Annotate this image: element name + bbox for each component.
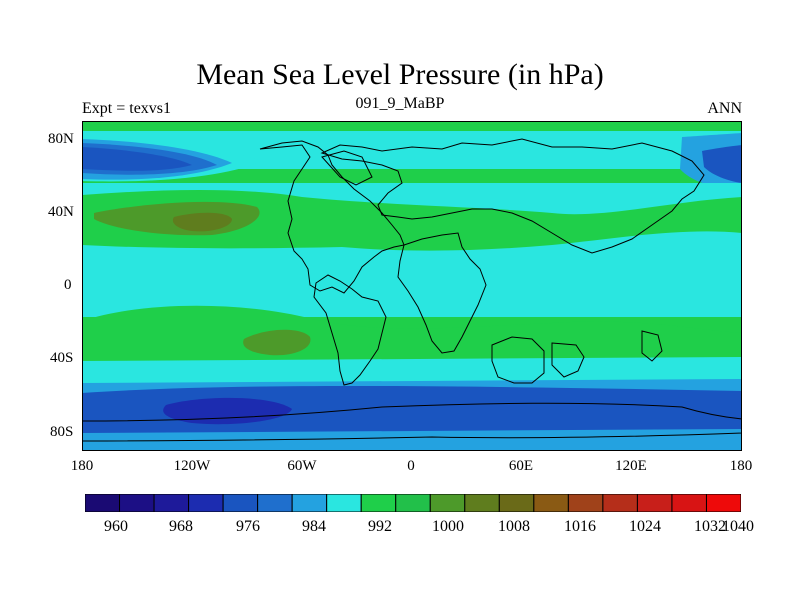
colorbar-swatch: [395, 494, 431, 512]
season-label: ANN: [707, 100, 742, 117]
colorbar-label: 968: [169, 518, 193, 535]
lon-label-180w: 180: [70, 458, 94, 474]
lon-label-120e: 120E: [615, 458, 647, 474]
colorbar-swatch: [257, 494, 293, 512]
lat-label-80n: 80N: [48, 131, 74, 147]
colorbar: [85, 494, 741, 512]
colorbar-label: 1016: [564, 518, 596, 535]
region-southern-low-core: [163, 397, 292, 425]
lon-label-60e: 60E: [508, 458, 534, 474]
lat-label-40n: 40N: [48, 204, 74, 220]
colorbar-swatch: [85, 494, 121, 512]
colorbar-swatch: [360, 494, 397, 512]
colorbar-swatch: [602, 494, 638, 512]
colorbar-label: 1024: [629, 518, 661, 535]
run-label: 091_9_MaBP: [355, 95, 445, 112]
colorbar-swatch: [326, 494, 362, 512]
colorbar-swatch: [636, 494, 673, 512]
lat-label-40s: 40S: [50, 350, 74, 366]
colorbar-swatch: [498, 494, 535, 512]
colorbar-label: 1008: [498, 518, 530, 535]
colorbar-swatch: [671, 494, 707, 512]
colorbar-label: 1040: [722, 518, 754, 535]
coastlines: [82, 138, 742, 442]
colorbar-swatch: [153, 494, 190, 512]
colorbar-label: 992: [368, 518, 392, 535]
colorbar-label: 1032: [694, 518, 726, 535]
colorbar-swatch: [533, 494, 569, 512]
colorbar-label: 976: [236, 518, 260, 535]
lon-label-60w: 60W: [287, 458, 317, 474]
lon-label-120w: 120W: [173, 458, 211, 474]
colorbar-swatch: [188, 494, 224, 512]
lon-label-0: 0: [407, 458, 415, 474]
colorbar-label: 984: [302, 518, 326, 535]
lon-label-180e: 180: [729, 458, 753, 474]
colorbar-swatch: [119, 494, 155, 512]
pressure-map: [82, 121, 742, 451]
colorbar-label: 960: [104, 518, 128, 535]
colorbar-swatch: [429, 494, 466, 512]
experiment-label: Expt = texvs1: [82, 100, 172, 117]
colorbar-swatch: [567, 494, 604, 512]
colorbar-swatch: [705, 494, 741, 512]
lat-label-0: 0: [64, 277, 72, 293]
colorbar-label: 1000: [432, 518, 464, 535]
map-frame: [82, 121, 742, 451]
region-north-pacific-low: [82, 147, 192, 171]
plot-title: Mean Sea Level Pressure (in hPa): [196, 58, 604, 91]
region-south-pacific-high: [243, 329, 311, 356]
colorbar-swatch: [291, 494, 328, 512]
colorbar-swatch: [222, 494, 259, 512]
colorbar-swatch: [464, 494, 500, 512]
lat-label-80s: 80S: [50, 424, 74, 440]
